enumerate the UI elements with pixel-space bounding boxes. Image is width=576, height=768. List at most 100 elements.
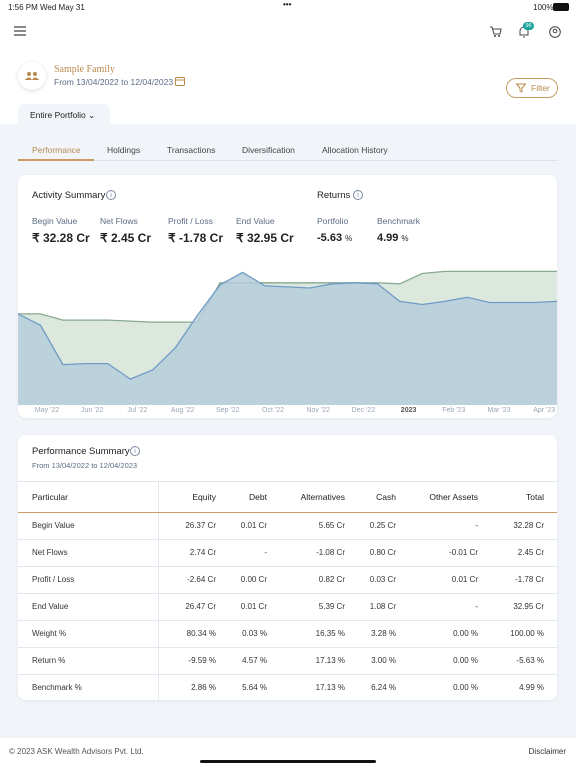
table-cell: -1.08 Cr <box>316 548 345 557</box>
menu-icon[interactable] <box>14 26 26 36</box>
status-dots: ••• <box>283 0 292 9</box>
area <box>18 272 557 405</box>
table-cell: Debt <box>249 492 267 502</box>
battery-icon <box>553 3 569 11</box>
stat-label: Begin Value <box>32 216 78 226</box>
tab[interactable]: Transactions <box>167 145 216 155</box>
table-cell: 26.37 Cr <box>185 521 216 530</box>
return-value: -5.63% <box>317 232 353 244</box>
table-border <box>18 481 557 482</box>
table-cell: 3.28 % <box>371 629 396 638</box>
filter-button[interactable]: Filter <box>506 78 558 98</box>
table-cell: Alternatives <box>300 492 345 502</box>
home-indicator <box>200 760 376 763</box>
returns-title: Returns <box>317 190 351 201</box>
table-cell: Other Assets <box>429 492 478 502</box>
info-icon[interactable]: i <box>130 446 140 456</box>
row-divider <box>18 620 557 621</box>
x-tick-label: Aug '22 <box>171 407 195 414</box>
status-time: 1:56 PM <box>8 3 38 12</box>
table-cell: Return % <box>32 656 66 665</box>
summary-card: Performance Summary i From 13/04/2022 to… <box>18 435 557 700</box>
tab-underline <box>18 159 94 161</box>
stat-value: ₹ 2.45 Cr <box>100 231 151 245</box>
table-cell: - <box>264 548 267 557</box>
portfolio-selector[interactable]: Entire Portfolio ⌄ <box>18 104 110 126</box>
table-cell: -0.01 Cr <box>449 548 478 557</box>
x-tick-label: Nov '22 <box>306 407 330 414</box>
table-cell: 0.00 % <box>453 683 478 692</box>
stat-value: ₹ -1.78 Cr <box>168 231 223 245</box>
table-cell: 100.00 % <box>510 629 544 638</box>
family-name: Sample Family <box>54 64 115 75</box>
calendar-icon[interactable] <box>175 76 185 86</box>
row-divider <box>18 593 557 594</box>
summary-period: From 13/04/2022 to 12/04/2023 <box>32 461 138 470</box>
table-cell: - <box>475 602 478 611</box>
table-cell: Total <box>526 492 544 502</box>
table-cell: 0.80 Cr <box>369 548 396 557</box>
table-cell: Benchmark % <box>32 683 82 692</box>
table-cell: Weight % <box>32 629 67 638</box>
table-cell: 80.34 % <box>186 629 216 638</box>
table-cell: Equity <box>192 492 216 502</box>
table-cell: 0.01 Cr <box>451 575 478 584</box>
table-cell: -1.78 Cr <box>515 575 544 584</box>
table-cell: 26.47 Cr <box>185 602 216 611</box>
table-cell: 2.86 % <box>191 683 216 692</box>
tab[interactable]: Performance <box>32 145 81 155</box>
row-divider <box>18 647 557 648</box>
stat-label: Net Flows <box>100 216 138 226</box>
table-cell: - <box>475 521 478 530</box>
table-cell: -5.63 % <box>516 656 544 665</box>
line <box>18 271 557 380</box>
x-tick-label: Mar '23 <box>487 407 510 414</box>
table-cell: 1.08 Cr <box>369 602 396 611</box>
tab-divider <box>18 160 558 161</box>
row-divider <box>18 566 557 567</box>
return-label: Benchmark <box>377 216 420 226</box>
status-date: Wed May 31 <box>40 3 85 12</box>
return-unit: % <box>401 234 409 243</box>
disclaimer-link[interactable]: Disclaimer <box>528 747 566 756</box>
row-divider <box>18 674 557 675</box>
table-cell: 6.24 % <box>371 683 396 692</box>
table-cell: 5.64 % <box>242 683 267 692</box>
table-cell: -2.64 Cr <box>187 575 216 584</box>
table-cell: End Value <box>32 602 69 611</box>
activity-title: Activity Summary <box>32 190 106 201</box>
tab[interactable]: Diversification <box>242 145 295 155</box>
info-icon[interactable]: i <box>106 190 116 200</box>
stat-label: End Value <box>236 216 275 226</box>
table-cell: 0.03 Cr <box>369 575 396 584</box>
table-cell: 0.82 Cr <box>318 575 345 584</box>
table-cell: 17.13 % <box>315 683 345 692</box>
profile-icon[interactable] <box>549 26 561 38</box>
tab[interactable]: Holdings <box>107 145 141 155</box>
table-cell: Particular <box>32 492 68 502</box>
x-tick-label: Jul '22 <box>127 407 147 414</box>
table-cell: 4.57 % <box>242 656 267 665</box>
info-icon[interactable]: i <box>353 190 363 200</box>
table-cell: 4.99 % <box>519 683 544 692</box>
tab[interactable]: Allocation History <box>322 145 388 155</box>
table-cell: -9.59 % <box>188 656 216 665</box>
table-cell: 0.00 % <box>453 629 478 638</box>
selector-label: Entire Portfolio <box>30 110 86 120</box>
x-tick-label: Sep '22 <box>216 407 240 414</box>
cart-icon[interactable] <box>490 26 502 37</box>
family-period: From 13/04/2022 to 12/04/2023 <box>54 77 174 87</box>
table-cell: 16.35 % <box>315 629 345 638</box>
filter-icon <box>516 83 526 93</box>
x-tick-label: Oct '22 <box>262 407 284 414</box>
row-divider <box>18 512 557 513</box>
line <box>18 270 557 323</box>
chart: May '22 Jun '22 Jul '22 Aug '22 Sep '22 Oct '… <box>18 270 557 414</box>
copyright: © 2023 ASK Wealth Advisors Pvt. Ltd. <box>9 747 144 756</box>
x-tick-label: 2023 <box>401 407 417 414</box>
filter-label: Filter <box>531 83 550 93</box>
table-cell: 17.13 % <box>315 656 345 665</box>
x-tick-label: May '22 <box>35 407 59 414</box>
family-avatar <box>18 62 46 90</box>
stat-value: ₹ 32.95 Cr <box>236 231 294 245</box>
